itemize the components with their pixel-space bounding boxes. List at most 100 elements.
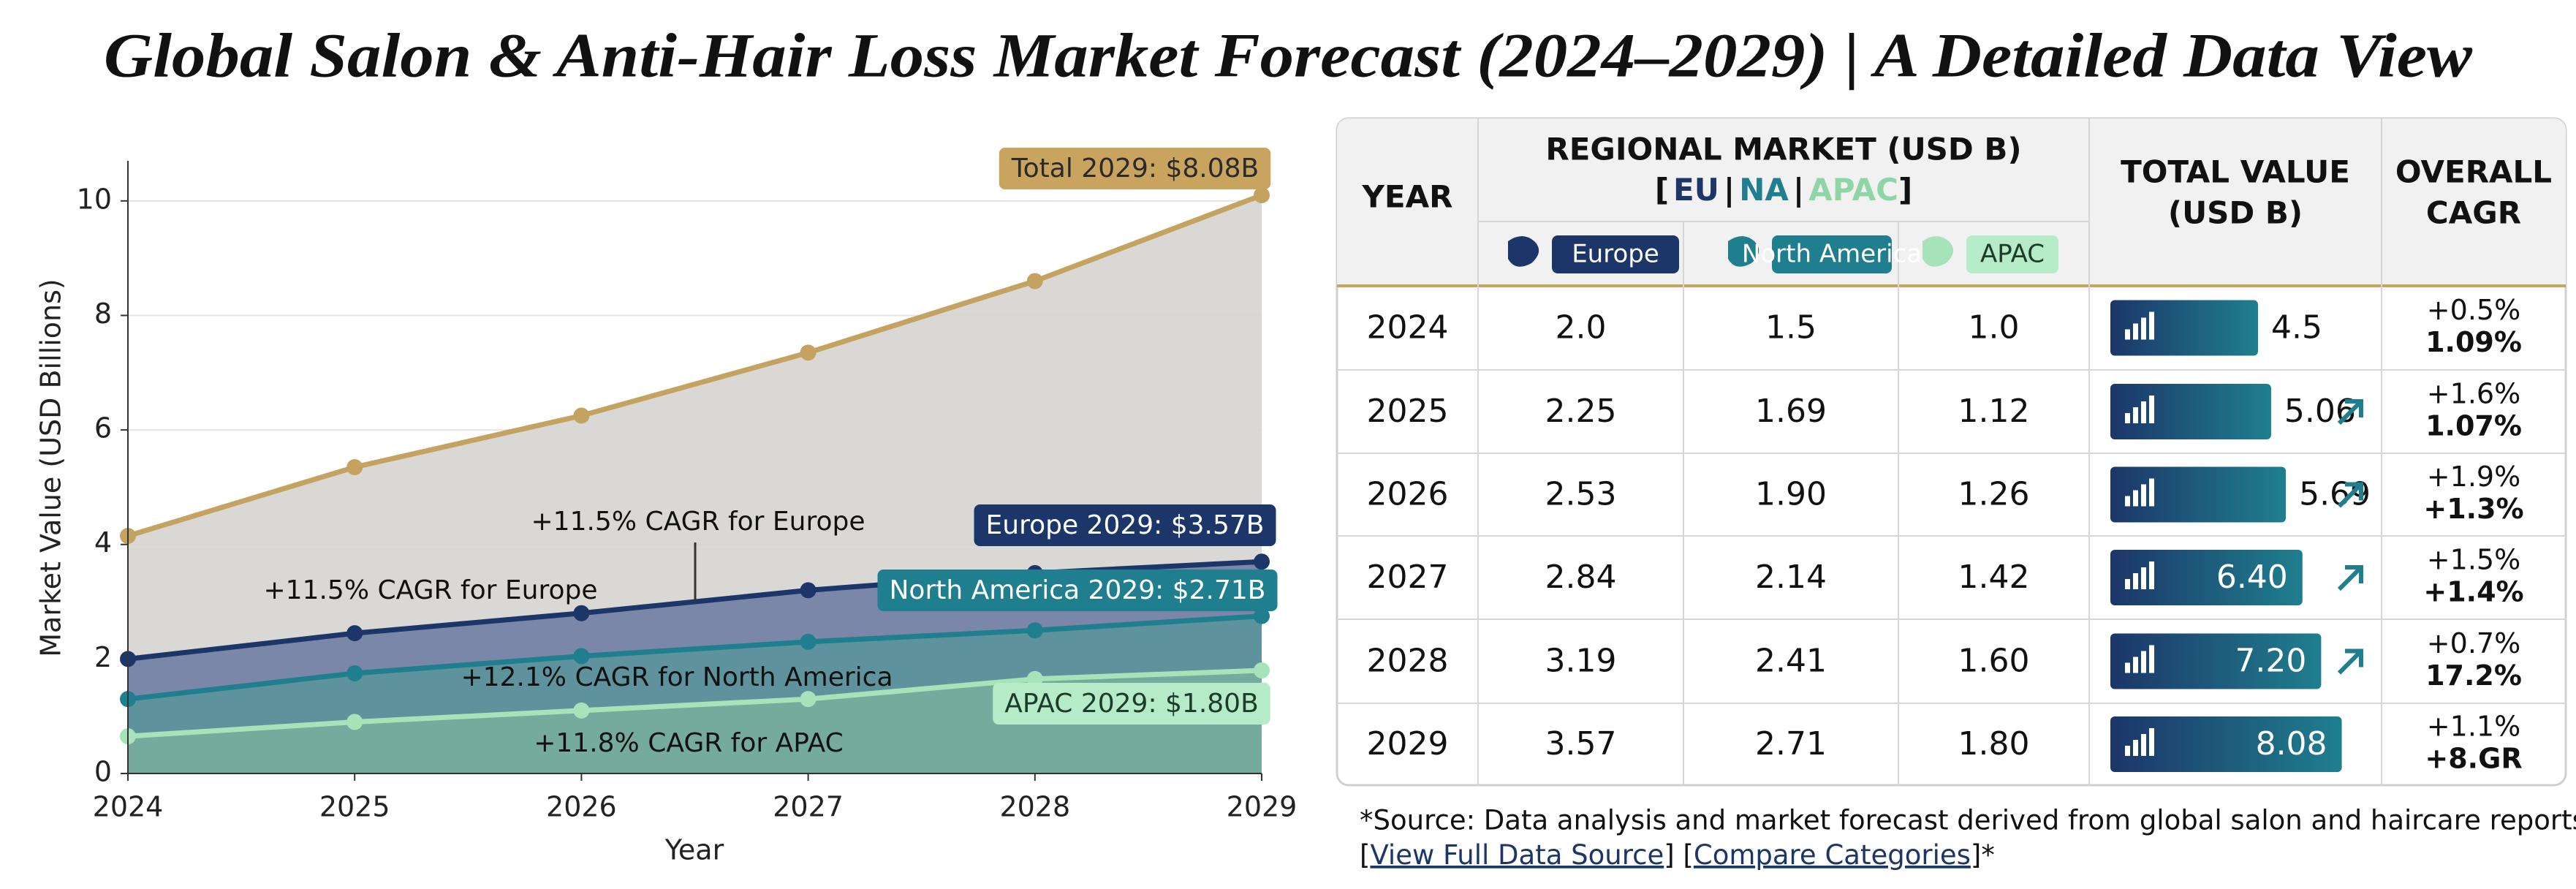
trend-arrow — [2337, 482, 2363, 508]
annotation: North America 2029: $2.71B — [889, 575, 1265, 605]
cell-cagr: +1.9% — [2427, 461, 2520, 493]
y-axis-label: Market Value (USD Billions) — [35, 279, 67, 657]
point — [800, 582, 817, 599]
point — [573, 648, 590, 665]
total-bar — [2110, 633, 2322, 689]
annotation: +11.5% CAGR for Europe — [264, 575, 598, 605]
annotation-box — [877, 570, 1278, 611]
point — [346, 625, 363, 642]
bar-icon — [2149, 478, 2154, 507]
cell-apac: 1.26 — [1958, 476, 2030, 513]
bar-icon — [2133, 740, 2138, 756]
point — [346, 714, 363, 730]
y-tick-label: 10 — [77, 183, 112, 215]
cell-year: 2027 — [1367, 559, 1449, 596]
bar-icon — [2141, 734, 2146, 756]
cell-cagr: +0.5% — [2427, 294, 2520, 326]
line — [127, 613, 1262, 702]
cell-north-america: 2.41 — [1755, 643, 1827, 680]
annotation: Europe 2029: $3.57B — [986, 510, 1265, 540]
cell-europe: 2.25 — [1545, 393, 1617, 430]
cell-cagr: +1.5% — [2427, 544, 2520, 576]
source-link[interactable]: Compare Categories — [1694, 839, 1971, 871]
point — [800, 344, 817, 361]
cell-cagr: +1.3% — [2423, 493, 2523, 525]
region-chip — [1966, 235, 2058, 273]
bar-icon — [2133, 657, 2138, 673]
point — [1026, 273, 1043, 290]
header-sub-part: | — [1793, 172, 1804, 208]
cell-north-america: 2.14 — [1755, 559, 1827, 596]
point — [800, 633, 817, 650]
cell-total: 6.40 — [2216, 559, 2288, 596]
bar-icon — [2149, 311, 2154, 340]
trend-arrow — [2337, 399, 2363, 425]
bar-icon — [2149, 728, 2154, 756]
header-regional: REGIONAL MARKET (USD B) — [1545, 132, 2021, 167]
point — [573, 407, 590, 424]
cell-cagr: +1.1% — [2427, 711, 2520, 743]
x-tick-label: 2027 — [773, 791, 844, 823]
bar-icon — [2133, 407, 2138, 423]
cell-europe: 3.57 — [1545, 725, 1617, 763]
region-icon — [1922, 236, 1954, 267]
bar-icon — [2125, 496, 2130, 507]
cell-apac: 1.0 — [1969, 309, 2020, 347]
header-sub-part: ] — [1898, 172, 1912, 208]
total-bar — [2110, 466, 2287, 523]
bar-icon — [2149, 645, 2154, 673]
source-bracket: ] [ — [1664, 839, 1694, 871]
bar-icon — [2125, 662, 2130, 673]
region-chip-label: North America — [1742, 240, 1922, 269]
point — [573, 605, 590, 621]
header-sub-part: | — [1724, 172, 1735, 208]
source-links: [View Full Data Source] [Compare Categor… — [1360, 839, 1995, 871]
source-note: *Source: Data analysis and market foreca… — [1360, 805, 2576, 836]
annotation: +11.5% CAGR for Europe — [531, 507, 865, 537]
bar-icon — [2133, 323, 2138, 340]
bar-icon — [2149, 561, 2154, 589]
header-total: (USD B) — [2168, 195, 2303, 231]
total-bar — [2110, 550, 2303, 605]
bar-icon — [2141, 401, 2146, 423]
area — [128, 670, 1262, 773]
annotation: +11.8% CAGR for APAC — [534, 728, 844, 758]
cell-apac: 1.12 — [1958, 393, 2030, 430]
y-tick-label: 8 — [94, 298, 112, 330]
cell-year: 2025 — [1367, 393, 1449, 430]
cell-year: 2029 — [1367, 725, 1449, 763]
total-bar — [2110, 716, 2342, 772]
y-tick-label: 4 — [94, 526, 112, 559]
header-year: YEAR — [1362, 179, 1453, 215]
line — [126, 192, 1263, 539]
bar-icon — [2141, 567, 2146, 589]
cell-cagr: +1.4% — [2423, 576, 2523, 608]
header-cagr: CAGR — [2426, 195, 2521, 231]
x-tick-label: 2024 — [93, 791, 164, 823]
source-link[interactable]: View Full Data Source — [1370, 839, 1664, 871]
x-tick-label: 2026 — [546, 791, 617, 823]
cell-total: 5.69 — [2299, 476, 2371, 513]
cell-cagr: 1.09% — [2425, 326, 2522, 358]
trend-arrow — [2337, 648, 2363, 675]
point — [800, 691, 817, 708]
header-total: TOTAL VALUE — [2121, 154, 2350, 190]
cell-total: 4.5 — [2271, 309, 2322, 347]
point — [346, 665, 363, 681]
header-sub-part: NA — [1739, 172, 1789, 208]
header-sub-part: [ — [1655, 172, 1669, 208]
region-chip — [1772, 235, 1892, 273]
x-axis-label: Year — [664, 834, 724, 866]
region-icon — [1508, 236, 1539, 267]
cell-north-america: 1.5 — [1765, 309, 1817, 347]
bar-icon — [2141, 651, 2146, 673]
x-tick-label: 2028 — [999, 791, 1070, 823]
point — [346, 459, 363, 475]
cell-total: 8.08 — [2256, 725, 2327, 763]
point — [1254, 608, 1270, 624]
cell-cagr: +0.7% — [2427, 627, 2520, 659]
cell-europe: 2.0 — [1556, 309, 1607, 347]
point — [1254, 186, 1270, 203]
x-tick-label: 2025 — [319, 791, 390, 823]
